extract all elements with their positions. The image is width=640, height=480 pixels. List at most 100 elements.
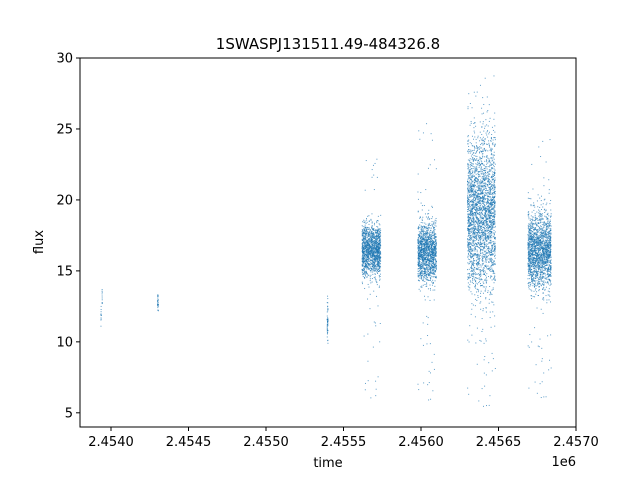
data-point xyxy=(482,231,484,233)
data-point xyxy=(472,245,474,247)
data-point xyxy=(364,254,366,256)
data-point xyxy=(423,228,425,230)
data-point xyxy=(422,132,424,134)
data-point xyxy=(371,254,373,256)
data-point xyxy=(485,190,487,192)
data-point xyxy=(483,256,485,258)
data-point xyxy=(422,246,424,248)
data-point xyxy=(373,234,375,236)
data-point xyxy=(479,240,481,242)
data-point xyxy=(421,245,423,247)
data-point xyxy=(376,272,378,274)
data-point xyxy=(418,254,420,256)
data-point xyxy=(430,229,432,231)
data-point xyxy=(426,232,428,234)
data-point xyxy=(370,271,372,273)
data-point xyxy=(431,265,433,267)
data-point xyxy=(474,255,476,257)
data-point xyxy=(362,239,364,241)
data-point xyxy=(431,270,433,272)
data-point xyxy=(375,245,377,247)
data-point xyxy=(474,122,476,124)
data-point xyxy=(488,120,490,122)
data-point xyxy=(370,274,372,276)
data-point xyxy=(489,169,491,171)
data-point xyxy=(364,250,366,252)
data-point xyxy=(469,196,471,198)
data-point xyxy=(373,256,375,258)
data-point xyxy=(468,286,470,288)
data-point xyxy=(373,235,375,237)
data-point xyxy=(467,189,469,191)
data-point xyxy=(467,140,469,142)
data-point xyxy=(417,251,419,253)
data-point xyxy=(373,267,375,269)
data-point xyxy=(429,229,431,231)
data-point xyxy=(479,157,481,159)
data-point xyxy=(430,261,432,263)
data-point xyxy=(368,258,370,260)
data-point xyxy=(419,262,421,264)
data-point xyxy=(469,250,471,252)
data-point xyxy=(478,237,480,239)
data-point xyxy=(479,236,481,238)
data-point xyxy=(418,239,420,241)
data-point xyxy=(482,97,484,99)
data-point xyxy=(489,187,491,188)
data-point xyxy=(470,194,472,196)
data-point xyxy=(430,254,431,256)
data-point xyxy=(367,254,369,256)
data-point xyxy=(470,237,472,239)
data-point xyxy=(472,226,474,228)
data-point xyxy=(481,193,483,195)
data-point xyxy=(480,225,482,227)
data-point xyxy=(469,150,471,152)
data-point xyxy=(490,251,491,253)
data-point xyxy=(474,132,476,134)
data-point xyxy=(492,226,494,228)
data-point xyxy=(376,251,378,253)
data-point xyxy=(494,325,496,327)
data-point xyxy=(420,257,422,259)
data-point xyxy=(101,302,103,304)
data-point xyxy=(422,256,424,258)
data-point xyxy=(376,281,378,283)
data-point xyxy=(420,272,422,274)
data-point xyxy=(431,258,433,260)
data-point xyxy=(486,230,488,232)
data-point xyxy=(489,210,491,212)
data-point xyxy=(469,142,471,144)
data-point xyxy=(427,227,429,229)
data-point xyxy=(475,220,477,222)
data-point xyxy=(491,253,493,255)
data-point xyxy=(482,200,484,202)
data-point xyxy=(433,273,435,275)
data-point xyxy=(432,259,434,261)
data-point xyxy=(494,144,496,146)
data-point xyxy=(370,236,372,238)
data-point xyxy=(375,238,377,240)
data-point xyxy=(477,198,479,200)
data-point xyxy=(374,231,376,233)
data-point xyxy=(377,250,379,252)
data-point xyxy=(362,240,364,242)
data-point xyxy=(476,196,478,198)
data-point xyxy=(374,241,376,243)
data-point xyxy=(493,184,495,186)
data-point xyxy=(477,208,479,210)
data-point xyxy=(374,255,376,257)
data-point xyxy=(467,164,469,166)
data-point xyxy=(481,269,483,271)
data-point xyxy=(435,251,437,253)
data-point xyxy=(468,219,470,221)
data-point xyxy=(377,263,379,265)
data-point xyxy=(379,246,381,248)
data-point xyxy=(370,219,372,221)
data-point xyxy=(368,274,370,276)
data-point xyxy=(374,242,376,244)
data-point xyxy=(379,323,381,324)
data-point xyxy=(486,185,488,187)
data-point xyxy=(469,254,471,256)
data-point xyxy=(365,226,367,228)
data-point xyxy=(473,138,474,140)
